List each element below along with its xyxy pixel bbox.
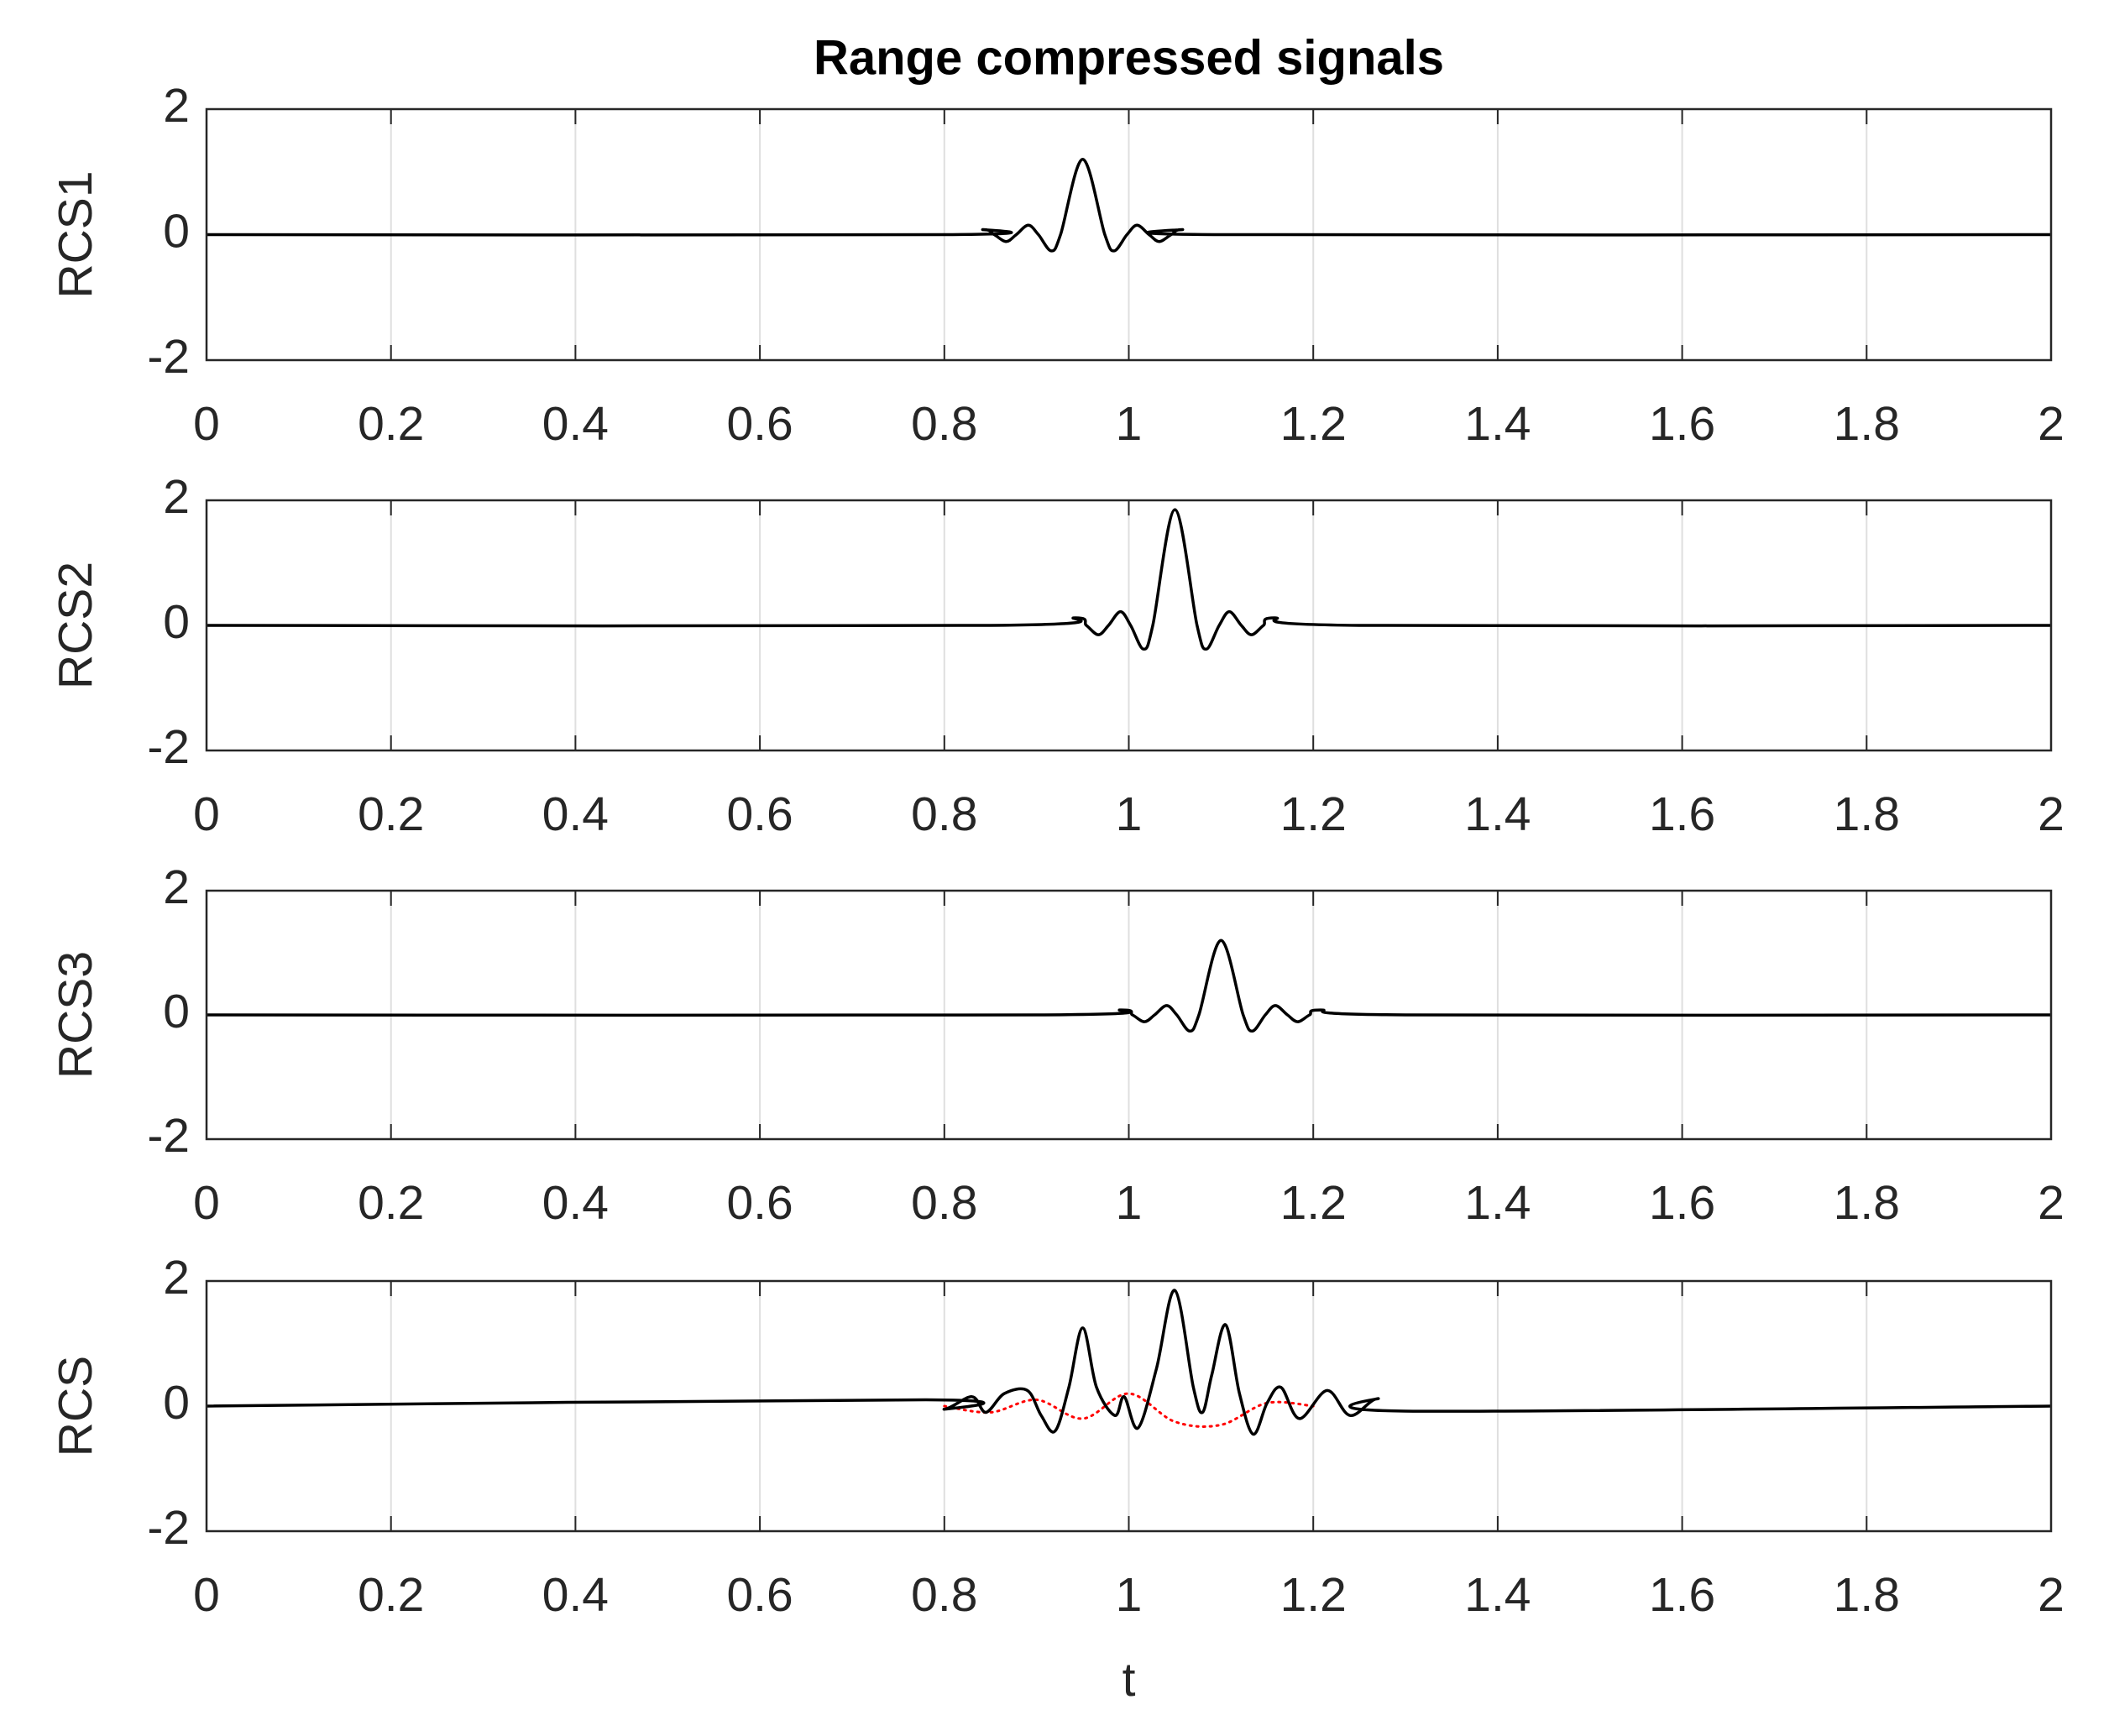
y-tick-label: -2 — [147, 330, 190, 384]
axes-box — [205, 889, 2053, 1141]
x-tick-label: 0.4 — [542, 787, 609, 841]
y-axis-label: RCS3 — [49, 951, 102, 1079]
x-tick-label: 1 — [1116, 397, 1143, 451]
x-tick-label: 0.2 — [358, 787, 424, 841]
x-tick-label: 1.8 — [1834, 1568, 1900, 1622]
x-tick-label: 0 — [193, 397, 220, 451]
series-line — [206, 158, 2052, 253]
x-tick-label: 1.6 — [1649, 787, 1715, 841]
x-axis-label: t — [1123, 1653, 1136, 1707]
x-tick-label: 1.2 — [1280, 787, 1347, 841]
x-tick-label: 1.2 — [1280, 1568, 1347, 1622]
x-tick-label: 1.2 — [1280, 397, 1347, 451]
x-tick-label: 0.8 — [911, 397, 977, 451]
x-tick-label: 2 — [2038, 1176, 2065, 1230]
x-tick-label: 1.6 — [1649, 1568, 1715, 1622]
series-line — [206, 939, 2052, 1033]
x-tick-label: 2 — [2038, 787, 2065, 841]
x-tick-label: 0.8 — [911, 787, 977, 841]
x-tick-label: 1.4 — [1464, 787, 1531, 841]
x-tick-label: 0.6 — [726, 1176, 793, 1230]
axes-box — [205, 499, 2053, 752]
x-tick-label: 0.4 — [542, 1176, 609, 1230]
x-tick-label: 0 — [193, 1568, 220, 1622]
chart-title: Range compressed signals — [814, 30, 1444, 85]
x-tick-label: 0.6 — [726, 1568, 793, 1622]
y-tick-label: 0 — [163, 595, 190, 649]
x-tick-label: 0.8 — [911, 1176, 977, 1230]
y-tick-label: 0 — [163, 985, 190, 1038]
x-tick-label: 0.8 — [911, 1568, 977, 1622]
x-tick-label: 1 — [1116, 1176, 1143, 1230]
y-axis-label: RCS — [49, 1356, 102, 1456]
x-tick-label: 0.2 — [358, 1176, 424, 1230]
x-tick-label: 0.2 — [358, 1568, 424, 1622]
y-axis-label: RCS1 — [49, 170, 102, 298]
x-tick-label: 2 — [2038, 1568, 2065, 1622]
series-line — [206, 1289, 2052, 1436]
y-tick-label: 2 — [163, 860, 190, 914]
x-tick-label: 1.4 — [1464, 1568, 1531, 1622]
y-tick-label: -2 — [147, 1501, 190, 1555]
x-tick-label: 0 — [193, 1176, 220, 1230]
y-tick-label: 2 — [163, 79, 190, 133]
y-tick-label: -2 — [147, 1109, 190, 1163]
y-tick-label: -2 — [147, 720, 190, 774]
x-tick-label: 0.4 — [542, 397, 609, 451]
x-tick-label: 0.2 — [358, 397, 424, 451]
series-line — [206, 508, 2052, 651]
x-tick-label: 1 — [1116, 787, 1143, 841]
x-tick-label: 2 — [2038, 397, 2065, 451]
y-tick-label: 2 — [163, 1251, 190, 1305]
x-tick-label: 1.6 — [1649, 1176, 1715, 1230]
x-tick-label: 1 — [1116, 1568, 1143, 1622]
x-tick-label: 1.4 — [1464, 1176, 1531, 1230]
x-tick-label: 0.6 — [726, 787, 793, 841]
x-tick-label: 1.6 — [1649, 397, 1715, 451]
x-tick-label: 1.2 — [1280, 1176, 1347, 1230]
x-tick-label: 1.4 — [1464, 397, 1531, 451]
y-tick-label: 0 — [163, 205, 190, 259]
y-tick-label: 2 — [163, 470, 190, 524]
x-tick-label: 1.8 — [1834, 787, 1900, 841]
y-tick-label: 0 — [163, 1376, 190, 1430]
x-tick-label: 0.6 — [726, 397, 793, 451]
x-tick-label: 1.8 — [1834, 397, 1900, 451]
y-axis-label: RCS2 — [49, 562, 102, 689]
axes-box — [205, 1279, 2053, 1533]
x-tick-label: 0.4 — [542, 1568, 609, 1622]
axes-box — [205, 107, 2053, 362]
x-tick-label: 1.8 — [1834, 1176, 1900, 1230]
x-tick-label: 0 — [193, 787, 220, 841]
